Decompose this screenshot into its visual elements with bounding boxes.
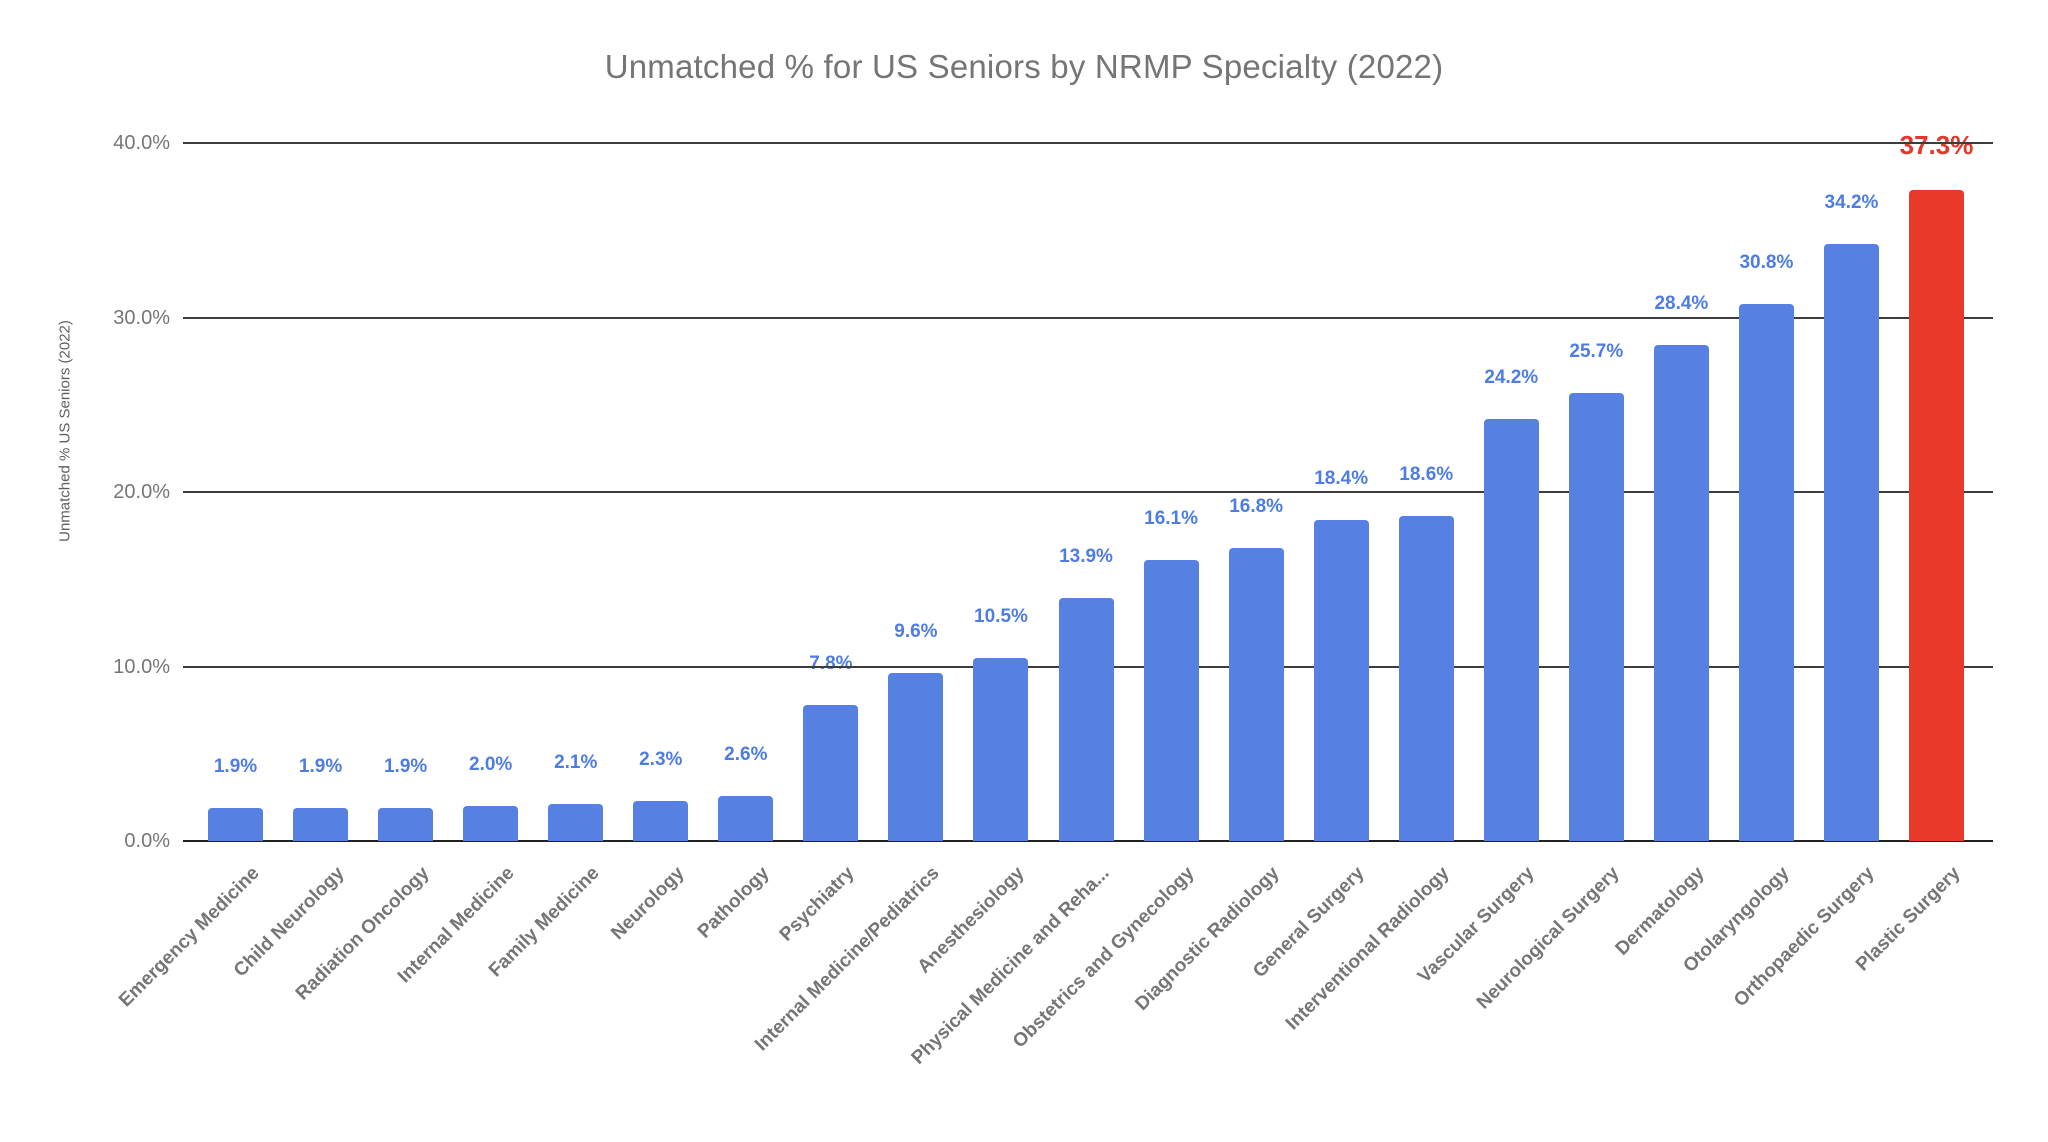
- bar-series[interactable]: [1058, 598, 1114, 841]
- bar-series[interactable]: [1483, 418, 1539, 841]
- bar-value-label: 16.1%: [1144, 508, 1198, 530]
- bar-highlighted[interactable]: [1909, 190, 1965, 841]
- bar-series[interactable]: [1738, 303, 1794, 841]
- bar-series[interactable]: [973, 657, 1029, 841]
- bar-series[interactable]: [1568, 392, 1624, 841]
- gridline: [183, 491, 1993, 493]
- y-axis-title: Unmatched % US Seniors (2022): [56, 320, 74, 542]
- bar-value-label: 2.6%: [724, 743, 768, 765]
- bar-value-label: 2.3%: [639, 748, 683, 770]
- bar-series[interactable]: [1313, 519, 1369, 841]
- y-axis-tick-label: 40.0%: [113, 132, 170, 154]
- bar-series[interactable]: [718, 795, 774, 841]
- bar-series[interactable]: [1823, 244, 1879, 841]
- bar-value-label: 16.8%: [1229, 495, 1284, 517]
- bar-value-label: 37.3%: [1899, 130, 1974, 161]
- gridline: [183, 142, 1993, 144]
- bar-value-label: 7.8%: [809, 652, 853, 674]
- y-axis-tick-label: 20.0%: [113, 481, 170, 503]
- y-axis-tick-label: 0.0%: [124, 830, 170, 852]
- bar-value-label: 18.6%: [1399, 464, 1454, 486]
- bar-series[interactable]: [208, 807, 264, 841]
- bar-value-label: 30.8%: [1739, 251, 1794, 273]
- bar-value-label: 2.0%: [469, 754, 513, 776]
- y-axis-tick-label: 30.0%: [113, 306, 170, 329]
- bar-value-label: 28.4%: [1654, 293, 1709, 315]
- y-axis-tick-label: 10.0%: [113, 655, 170, 678]
- bar-value-label: 25.7%: [1569, 340, 1624, 362]
- gridline: [183, 316, 1993, 319]
- bar-value-label: 9.6%: [894, 621, 938, 643]
- bar-value-label: 1.9%: [213, 755, 258, 777]
- bar-value-label: 10.5%: [974, 605, 1028, 627]
- bar-series[interactable]: [1143, 560, 1199, 841]
- bar-series[interactable]: [548, 804, 604, 841]
- bar-series[interactable]: [1653, 345, 1709, 841]
- bar-value-label: 2.1%: [554, 752, 598, 774]
- x-axis-label: Plastic Surgery: [1851, 862, 1965, 976]
- chart-title: Unmatched % for US Seniors by NRMP Speci…: [604, 48, 1444, 85]
- bar-value-label: 34.2%: [1824, 192, 1879, 214]
- bar-series[interactable]: [378, 807, 434, 841]
- bar-series[interactable]: [1228, 547, 1284, 841]
- bar-series[interactable]: [293, 807, 349, 841]
- bar-value-label: 18.4%: [1314, 467, 1369, 489]
- bar-series[interactable]: [803, 704, 859, 841]
- bar-value-label: 1.9%: [383, 755, 428, 777]
- bar-value-label: 13.9%: [1059, 546, 1113, 568]
- bar-series[interactable]: [463, 806, 519, 841]
- bar-value-label: 24.2%: [1484, 366, 1539, 388]
- gridline: [183, 840, 1993, 842]
- bar-series[interactable]: [633, 800, 689, 841]
- bar-value-label: 1.9%: [298, 755, 343, 777]
- bar-series[interactable]: [888, 673, 944, 841]
- bar-series[interactable]: [1398, 516, 1454, 841]
